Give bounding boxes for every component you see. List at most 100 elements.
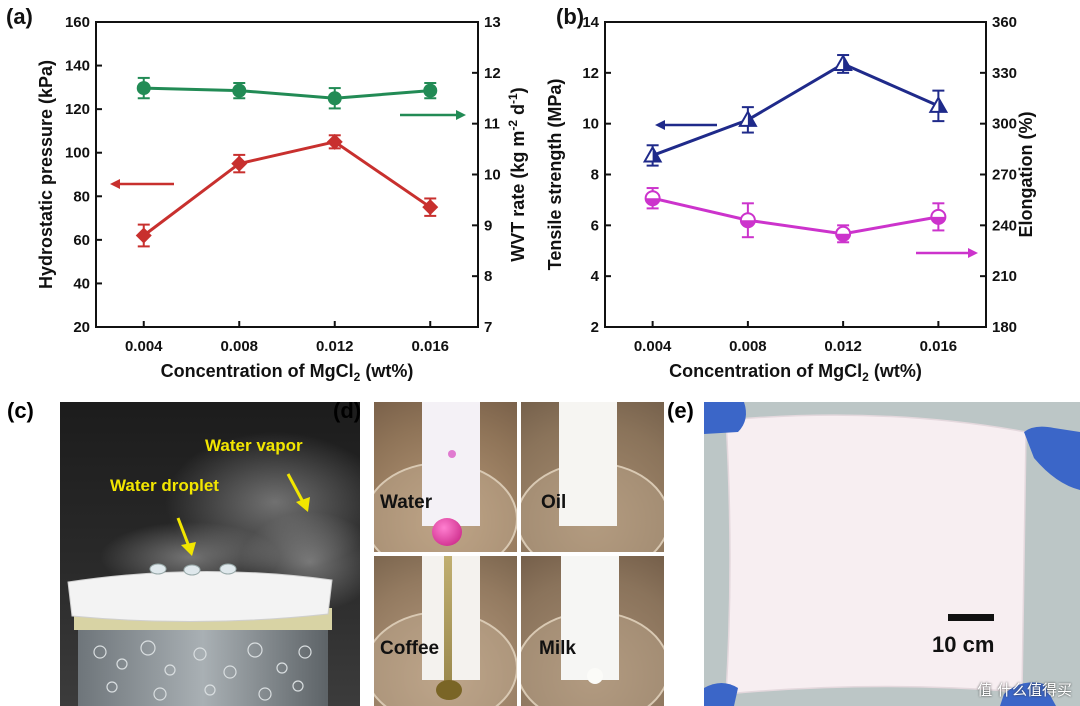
- x-tick-label: 0.004: [125, 338, 163, 355]
- fabric-sheet: [725, 414, 1027, 695]
- left-tick-label: 8: [591, 167, 599, 184]
- milk-drop: [587, 668, 603, 684]
- droplet-arrow-line: [176, 517, 190, 545]
- right-tick-label: 210: [992, 268, 1017, 285]
- data-point: [423, 83, 438, 98]
- y-axis-label: Tensile strength (MPa): [545, 79, 565, 271]
- data-point-half: [740, 220, 755, 228]
- vapor-arrow-line: [286, 473, 305, 503]
- left-tick-label: 40: [73, 275, 90, 292]
- x-tick-label: 0.012: [316, 338, 354, 355]
- label-water-vapor: Water vapor: [205, 436, 303, 455]
- right-tick-label: 13: [484, 14, 501, 31]
- coffee-drop: [436, 680, 462, 700]
- left-tick-label: 120: [65, 101, 90, 118]
- tile-water: Water: [374, 402, 517, 552]
- photo-c: Water vapor Water droplet: [60, 402, 360, 706]
- photo-d: Water Oil Coffee Milk: [374, 402, 664, 706]
- data-point: [232, 83, 247, 98]
- glove-bottom-left: [704, 683, 738, 706]
- left-tick-label: 12: [582, 65, 599, 82]
- series-line-1: [652, 196, 939, 236]
- x-tick-label: 0.012: [824, 338, 862, 355]
- panel-label-a: (a): [6, 4, 33, 29]
- glove-top-left: [704, 402, 746, 434]
- scale-bar: [948, 614, 994, 621]
- plot-frame: [604, 21, 987, 328]
- data-point: [135, 227, 152, 244]
- right-tick-label: 240: [992, 217, 1017, 234]
- left-tick-label: 100: [65, 145, 90, 162]
- watermark: 值 什么值得买: [977, 681, 1072, 699]
- left-tick-label: 6: [591, 217, 599, 234]
- right-tick-label: 8: [484, 268, 492, 285]
- water-droplet-pink: [432, 518, 462, 546]
- series-line-0: [142, 140, 432, 237]
- label-water: Water: [380, 492, 433, 513]
- y2-axis-label: WVT rate (kg m-2 d-1): [506, 87, 528, 261]
- left-tick-label: 140: [65, 58, 90, 75]
- tile-coffee: Coffee: [374, 556, 517, 706]
- test-strip: [561, 556, 619, 680]
- right-tick-label: 300: [992, 116, 1017, 133]
- data-point-half: [747, 111, 756, 126]
- right-tick-label: 180: [992, 319, 1017, 336]
- x-tick-label: 0.004: [634, 338, 672, 355]
- label-oil: Oil: [541, 492, 567, 513]
- stain-dot: [448, 450, 456, 458]
- panel-label-e: (e): [667, 398, 694, 423]
- left-tick-label: 14: [582, 14, 599, 31]
- data-point-half: [843, 55, 852, 70]
- photo-c-drawing: [67, 432, 360, 706]
- data-point: [422, 199, 439, 216]
- series-line-1: [143, 86, 431, 100]
- left-tick-label: 2: [591, 319, 599, 336]
- data-point: [136, 81, 151, 96]
- test-strip: [422, 402, 480, 526]
- coffee-trail: [444, 556, 452, 686]
- x-tick-label: 0.008: [220, 338, 258, 355]
- photo-e: 10 cm: [704, 402, 1080, 706]
- label-coffee: Coffee: [380, 638, 440, 659]
- y2-axis-label: Elongation (%): [1016, 112, 1036, 238]
- axis-arrow-head-right: [456, 110, 466, 120]
- label-water-droplet: Water droplet: [110, 476, 219, 495]
- right-tick-label: 330: [992, 65, 1017, 82]
- tile-oil: Oil: [521, 402, 664, 552]
- y-axis-label: Hydrostatic pressure (kPa): [36, 60, 56, 289]
- data-point-half: [836, 233, 851, 241]
- droplet-arrow-head: [181, 542, 196, 556]
- droplet-1: [149, 563, 167, 575]
- data-point-half: [931, 216, 946, 224]
- right-tick-label: 270: [992, 167, 1017, 184]
- data-point-half: [938, 97, 947, 112]
- data-point-half: [645, 198, 660, 206]
- axis-arrow-head-left: [655, 120, 665, 130]
- panel-label-d: (d): [333, 398, 362, 423]
- x-axis-label: Concentration of MgCl2 (wt%): [669, 361, 922, 384]
- glove-bottom-right: [1000, 682, 1056, 706]
- membrane-cover: [67, 570, 333, 623]
- right-tick-label: 12: [484, 65, 501, 82]
- data-point-half: [652, 147, 661, 162]
- right-tick-label: 9: [484, 217, 492, 234]
- panel-label-b: (b): [556, 4, 584, 29]
- chart-b: 2 4 6 8 10 12 14 180 210 240 270 300 330 360 0.004 0.00…: [545, 14, 1036, 384]
- right-tick-label: 10: [484, 167, 501, 184]
- droplet-2: [183, 564, 201, 576]
- left-tick-label: 60: [73, 232, 90, 249]
- axis-arrow-head-right: [968, 248, 978, 258]
- x-axis-label: Concentration of MgCl2 (wt%): [161, 361, 414, 384]
- photo-e-drawing: [704, 402, 1080, 706]
- charts-svg: 20 40 60 80 100 120 140 160 7 8 9 10 11 12 13 0.004 0.00…: [6, 4, 1036, 384]
- data-point: [327, 91, 342, 106]
- x-tick-label: 0.016: [920, 338, 958, 355]
- test-strip: [559, 402, 617, 526]
- x-tick-label: 0.016: [411, 338, 449, 355]
- label-milk: Milk: [539, 638, 576, 659]
- left-tick-label: 4: [591, 268, 600, 285]
- axis-arrow-head-left: [110, 179, 120, 189]
- right-tick-label: 7: [484, 319, 492, 336]
- condensation-bubbles: [93, 640, 312, 701]
- droplet-3: [219, 563, 237, 575]
